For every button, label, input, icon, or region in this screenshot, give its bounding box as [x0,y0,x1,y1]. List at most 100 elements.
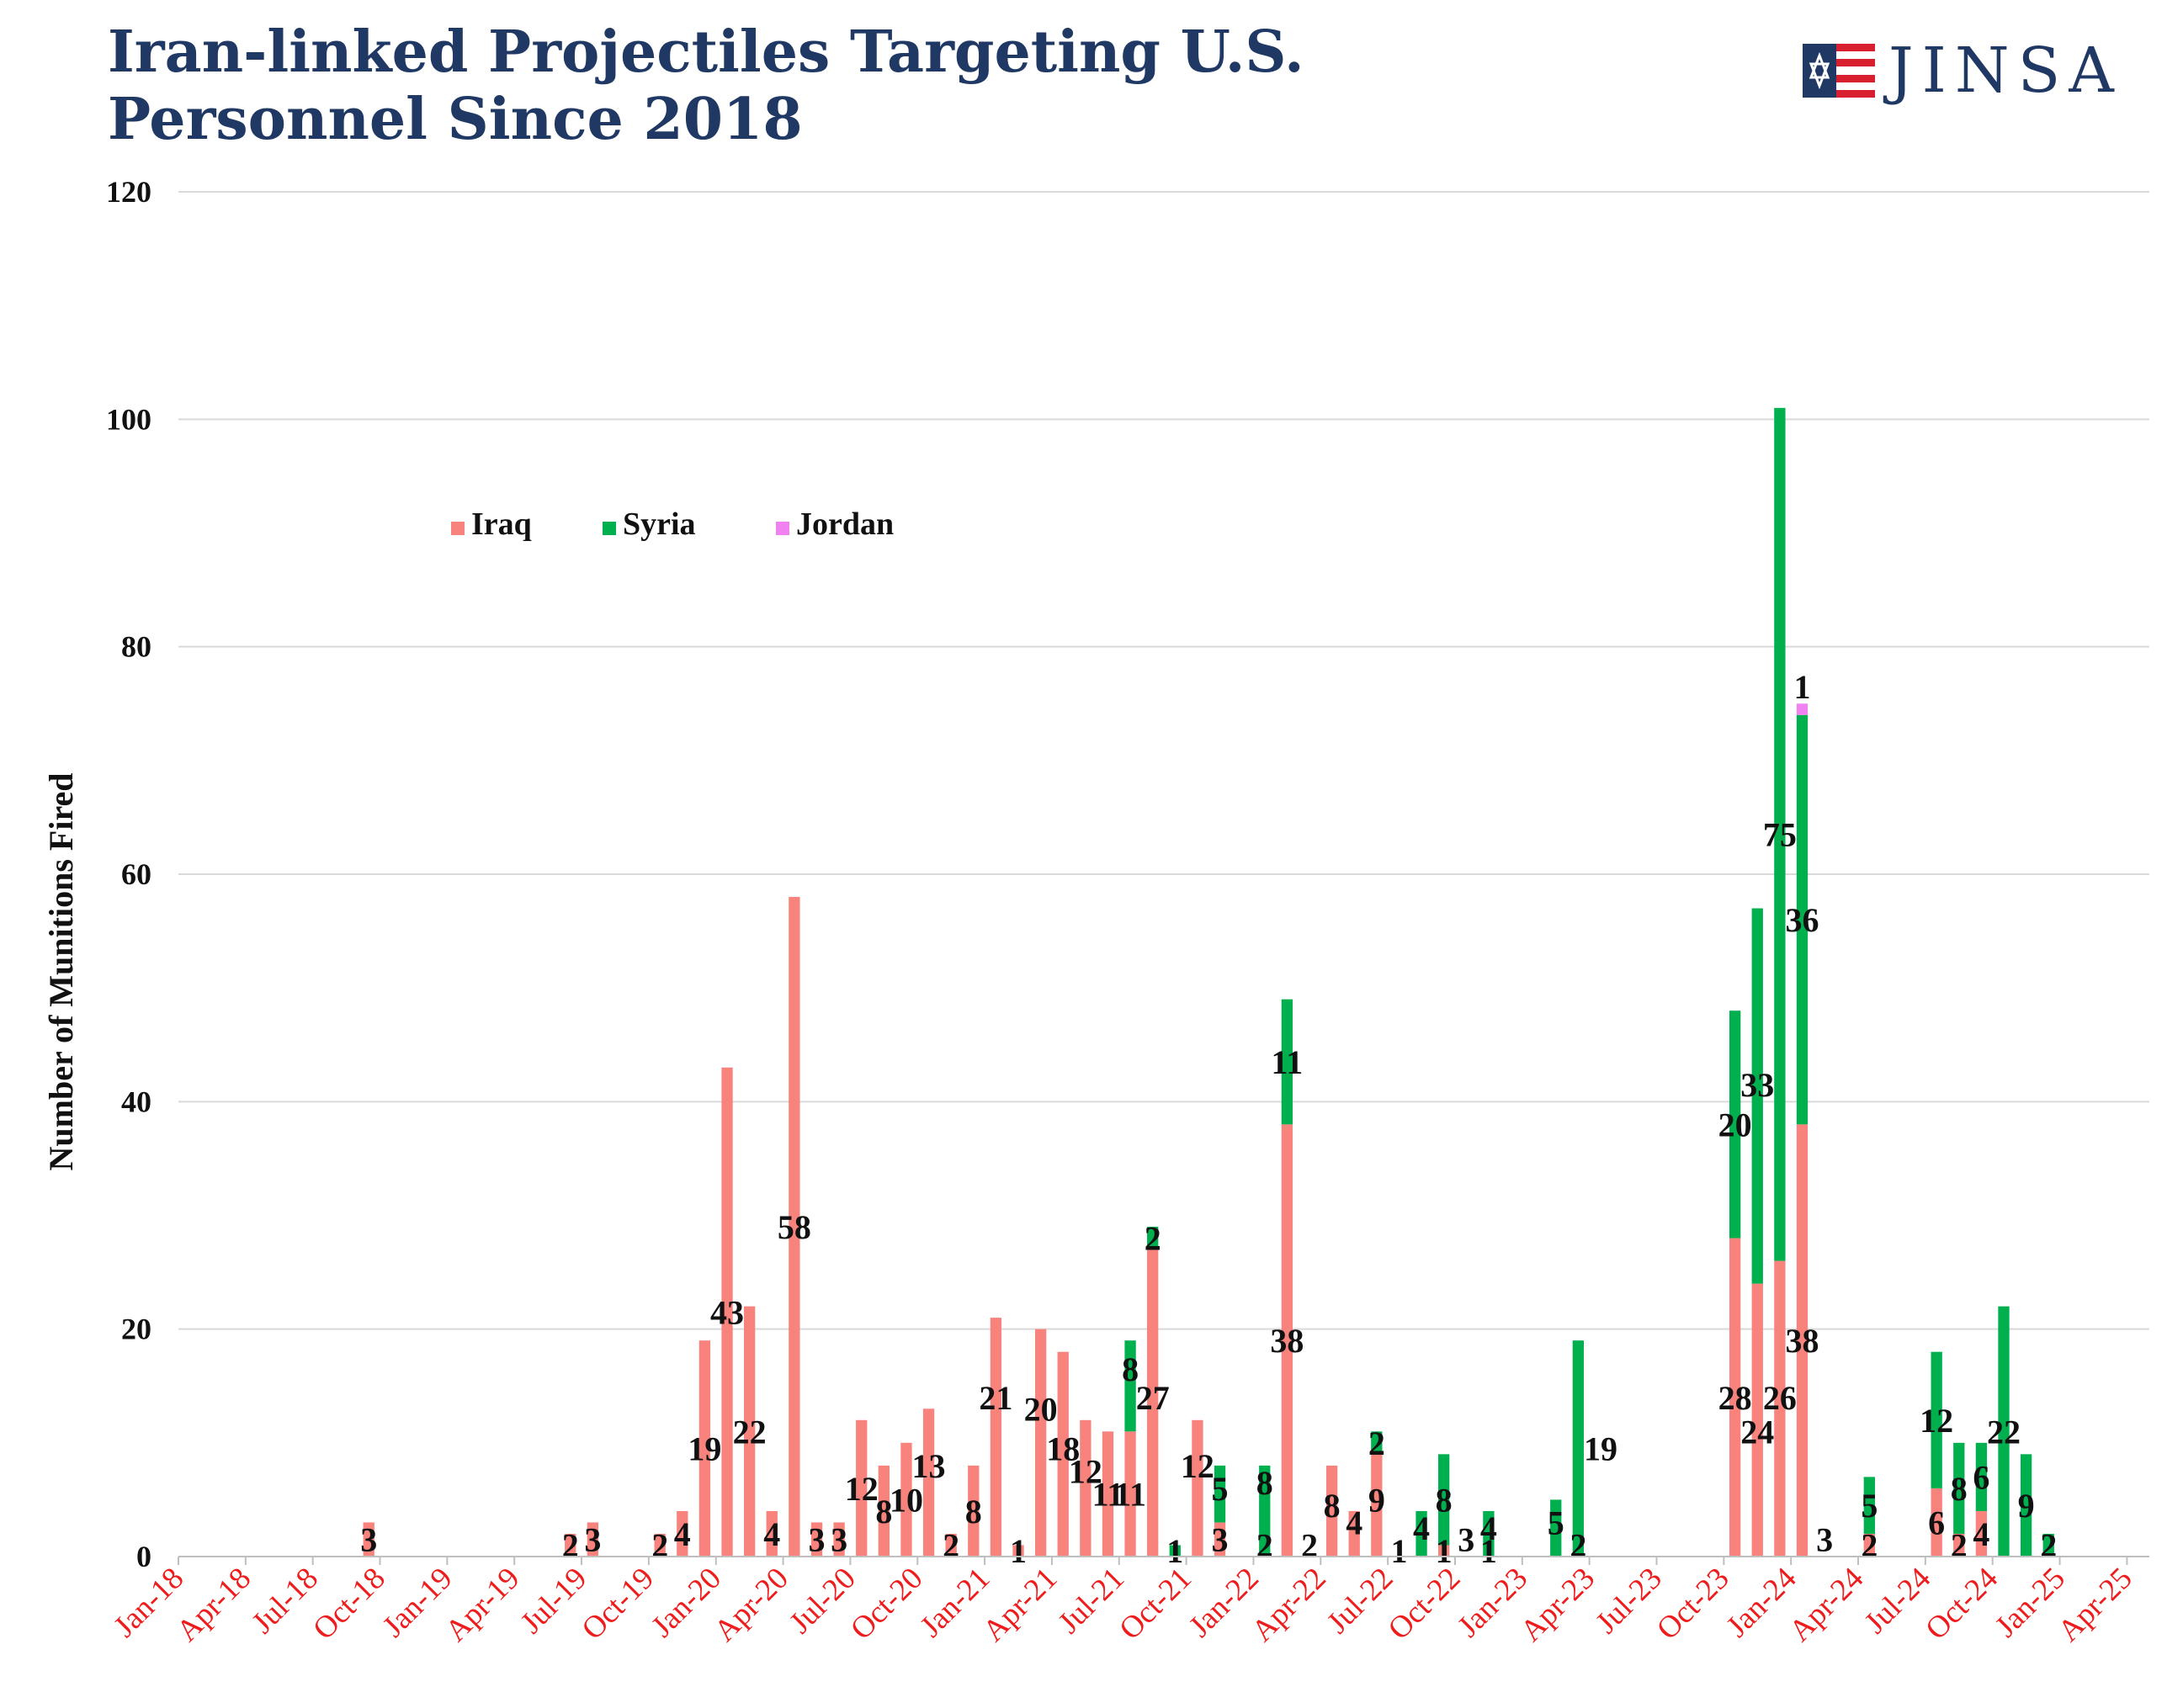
data-label: 2 [2040,1526,2057,1564]
data-label: 11 [1271,1043,1303,1081]
data-label: 4 [1480,1509,1497,1547]
bar-iraq [1214,1522,1226,1557]
bar-jordan [1796,703,1809,715]
bar-syria [1169,1545,1181,1557]
bar-iraq [587,1522,599,1557]
data-label: 3 [808,1521,825,1559]
x-tick-label: Apr-19 [439,1561,527,1648]
data-label: 8 [1256,1464,1273,1502]
bar-iraq [1080,1419,1092,1557]
data-label: 8 [875,1493,892,1530]
data-label: 1 [1793,668,1810,706]
data-label: 20 [1024,1390,1058,1428]
legend-label-syria: Syria [623,507,696,542]
data-label: 12 [1920,1402,1953,1440]
legend-label-iraq: Iraq [471,507,532,542]
bar-iraq [1034,1329,1047,1557]
bar-iraq [766,1510,778,1557]
bar-syria [1975,1442,1988,1511]
chart-title-line-1: Iran-linked Projectiles Targeting U.S. [108,19,1304,86]
data-label: 1 [1166,1532,1183,1570]
data-label: 22 [733,1413,767,1451]
data-label: 20 [1718,1106,1752,1143]
bar-syria [1774,407,1786,1261]
data-label: 6 [1928,1504,1945,1541]
data-label: 8 [1122,1350,1139,1388]
bar-iraq [968,1465,980,1557]
bar-syria [1953,1442,1965,1534]
legend-swatch-iraq [451,522,465,535]
x-tick-label: Apr-18 [170,1561,258,1648]
x-tick-label: Oct-21 [1113,1561,1198,1647]
legend-label-jordan: Jordan [796,507,894,542]
data-label: 2 [1951,1526,1968,1564]
data-label: 2 [1570,1526,1586,1564]
x-tick-label: Apr-22 [1246,1561,1333,1648]
bar-syria [1572,1340,1585,1557]
x-tick-label: Oct-19 [576,1561,661,1647]
bar-syria [1729,1010,1741,1239]
bar-syria [1214,1465,1226,1523]
bar-iraq [810,1522,823,1557]
bar-iraq [654,1533,666,1557]
bar-iraq [789,897,800,1557]
bar-iraq [1371,1454,1383,1557]
data-label: 19 [1584,1430,1617,1468]
bar-iraq [1729,1238,1741,1557]
data-label: 11 [1114,1476,1146,1514]
data-label: 38 [1785,1322,1819,1360]
y-tick-label: 20 [121,1313,151,1346]
data-label: 9 [2018,1487,2035,1525]
bar-syria [1371,1431,1383,1455]
bar-iraq [721,1067,733,1557]
bars [363,407,2054,1557]
data-label: 1 [1436,1532,1453,1570]
bar-syria [1147,1227,1159,1250]
data-label: 3 [1212,1521,1229,1559]
data-label: 1 [1010,1532,1027,1570]
data-label: 26 [1763,1379,1797,1417]
bar-iraq [677,1510,688,1557]
data-label: 9 [1368,1481,1385,1519]
data-label: 5 [1212,1470,1229,1508]
bar-iraq [1953,1533,1965,1557]
x-tick-label: Oct-22 [1382,1561,1468,1647]
y-tick-label: 0 [136,1540,151,1573]
bar-syria [2020,1454,2032,1557]
bar-syria [1550,1499,1562,1557]
bar-iraq [698,1340,711,1557]
x-tick-label: Apr-21 [976,1561,1064,1648]
bar-syria [1931,1351,1942,1488]
data-label: 8 [1324,1487,1341,1525]
bar-iraq [900,1442,912,1557]
data-label: 18 [1046,1430,1080,1468]
bar-syria [1796,714,1809,1125]
data-label: 2 [1256,1526,1273,1564]
bar-syria [1415,1510,1427,1557]
data-label: 2 [1145,1220,1161,1258]
legend-swatch-jordan [776,522,789,535]
bar-syria [1483,1510,1495,1557]
data-label: 2 [1861,1526,1878,1564]
data-label: 2 [1368,1424,1385,1462]
bar-iraq [1325,1465,1338,1557]
data-label: 12 [1069,1453,1102,1491]
data-label: 27 [1136,1379,1170,1417]
logo-text: JINSA [1888,34,2122,107]
chart-title: Iran-linked Projectiles Targeting U.S. P… [108,19,1304,153]
bar-syria [1124,1340,1136,1432]
data-label: 3 [584,1521,601,1559]
data-label: 2 [651,1526,668,1564]
data-label: 12 [1181,1447,1214,1485]
data-label: 11 [1092,1476,1124,1514]
data-label: 4 [674,1515,691,1553]
bar-iraq [1438,1545,1450,1557]
data-label: 43 [710,1293,744,1331]
data-label: 4 [763,1515,780,1553]
bar-iraq [1774,1260,1786,1557]
y-tick-label: 60 [121,857,151,891]
bar-iraq [1012,1545,1024,1557]
bar-iraq [856,1419,868,1557]
